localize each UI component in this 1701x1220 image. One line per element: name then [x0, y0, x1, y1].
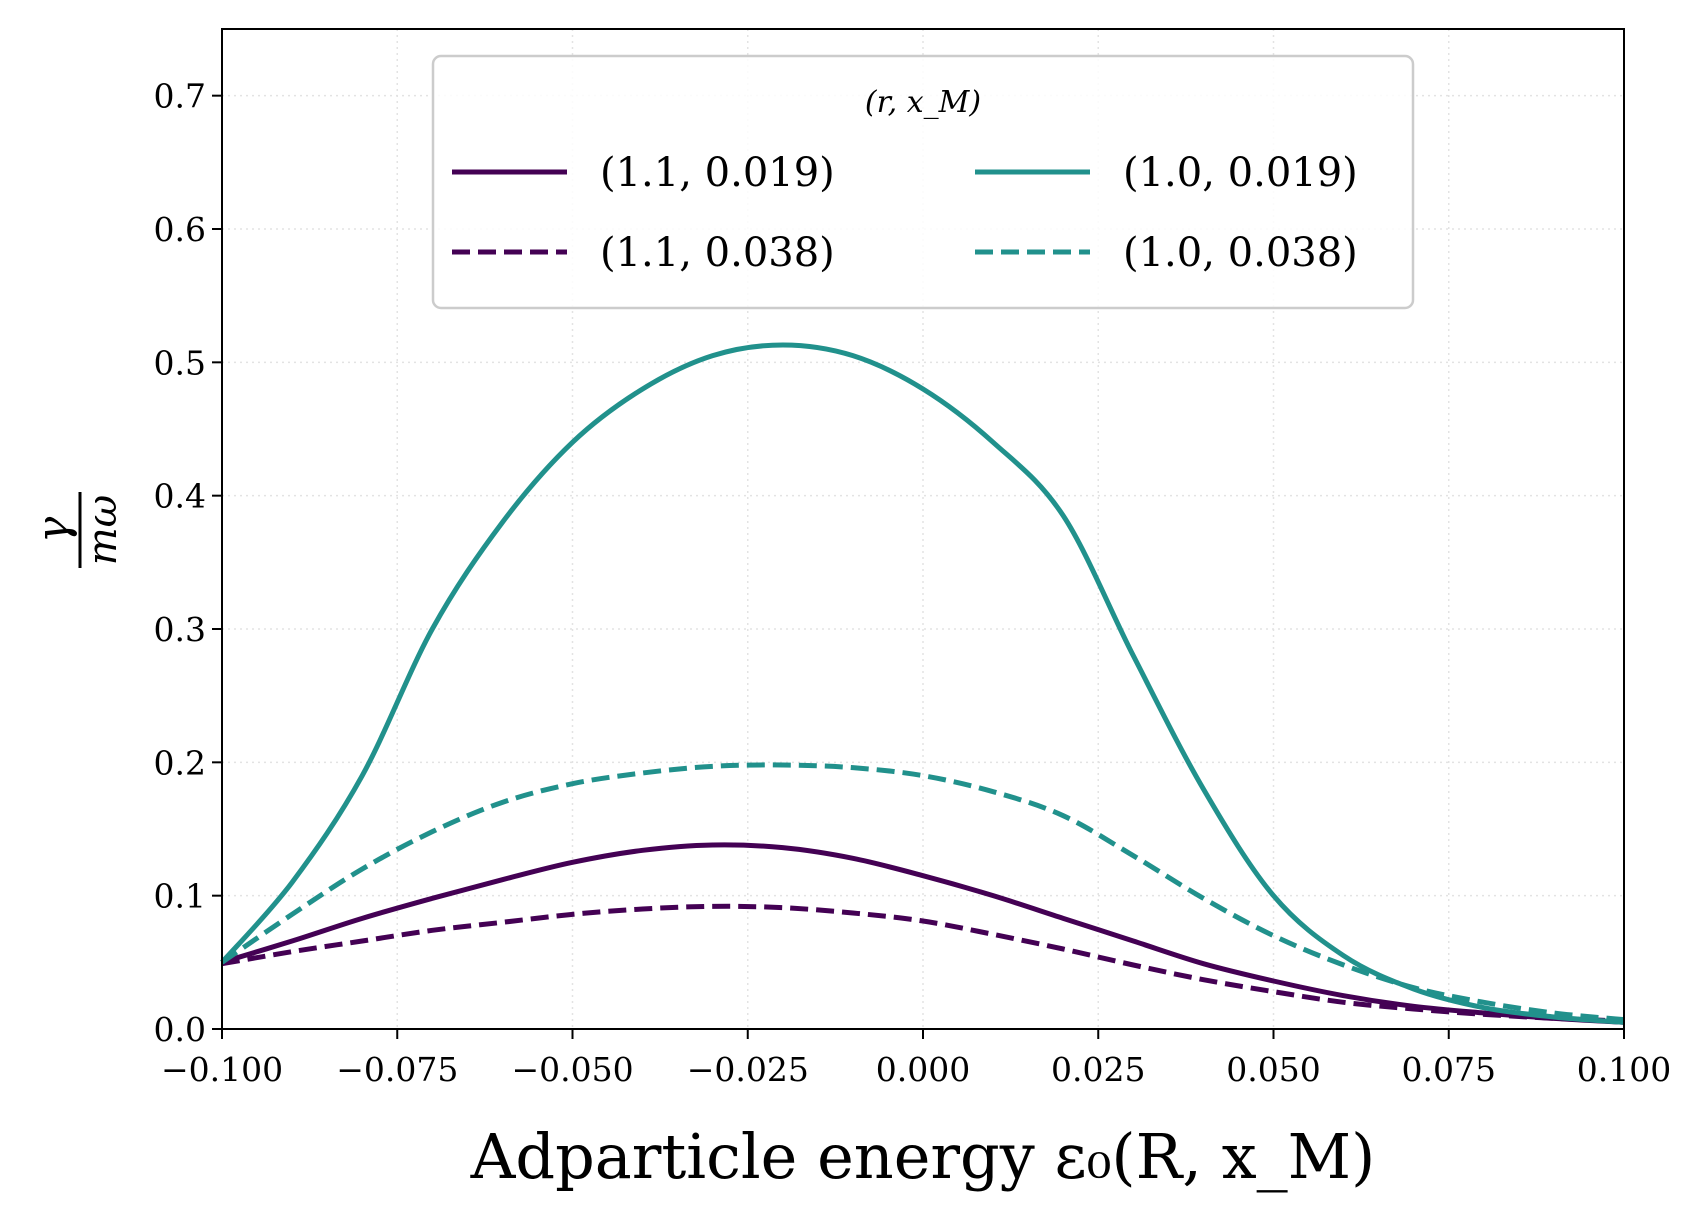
- legend-label: (1.1, 0.019): [600, 150, 835, 196]
- y-tick-label: 0.2: [154, 743, 206, 782]
- legend-title: (r, x_M): [865, 85, 981, 120]
- y-tick-label: 0.1: [154, 877, 206, 916]
- x-tick-label: 0.000: [876, 1050, 970, 1089]
- y-tick-label: 0.7: [154, 77, 206, 116]
- y-tick-label: 0.6: [154, 210, 206, 249]
- series-line-1-0-0-038: [220, 762, 1625, 1023]
- series-line-1-0-0-019: [220, 342, 1625, 1025]
- y-tick-label: 0.5: [154, 343, 206, 382]
- x-axis-label: Adparticle energy ε₀(R, x_M): [470, 1120, 1376, 1193]
- series-line-1-1-0-038: [221, 903, 1625, 1024]
- x-tick-label: −0.025: [687, 1050, 809, 1089]
- y-axis-label-denominator: mω: [80, 495, 126, 566]
- legend: (r, x_M) (1.1, 0.019) (1.1, 0.038) (1.0, 0…: [431, 54, 1415, 310]
- x-tick-label: 0.100: [1577, 1050, 1671, 1089]
- legend-label: (1.0, 0.019): [1123, 150, 1358, 196]
- y-tick-label: 0.0: [154, 1010, 206, 1049]
- y-axis-label: γ mω: [28, 492, 126, 568]
- legend-entries: (1.1, 0.019) (1.1, 0.038) (1.0, 0.019) (1.0…: [452, 150, 1358, 276]
- plot-series: [220, 342, 1625, 1025]
- y-tick-label: 0.3: [154, 610, 206, 649]
- legend-label: (1.1, 0.038): [600, 230, 835, 276]
- x-tick-label: −0.100: [161, 1050, 283, 1089]
- x-tick-label: −0.075: [336, 1050, 458, 1089]
- axis-ticks: −0.100 −0.075 −0.050 −0.025 0.000 0.025 0.050 0…: [154, 77, 1672, 1089]
- legend-label: (1.0, 0.038): [1123, 230, 1358, 276]
- x-tick-label: 0.050: [1226, 1050, 1320, 1089]
- x-tick-label: 0.075: [1402, 1050, 1496, 1089]
- x-tick-label: −0.050: [511, 1050, 633, 1089]
- y-tick-label: 0.4: [154, 477, 206, 516]
- legend-box: [431, 54, 1415, 310]
- y-axis-label-numerator: γ: [28, 516, 79, 543]
- x-tick-label: 0.025: [1051, 1050, 1145, 1089]
- series-line-1-1-0-019: [221, 842, 1625, 1025]
